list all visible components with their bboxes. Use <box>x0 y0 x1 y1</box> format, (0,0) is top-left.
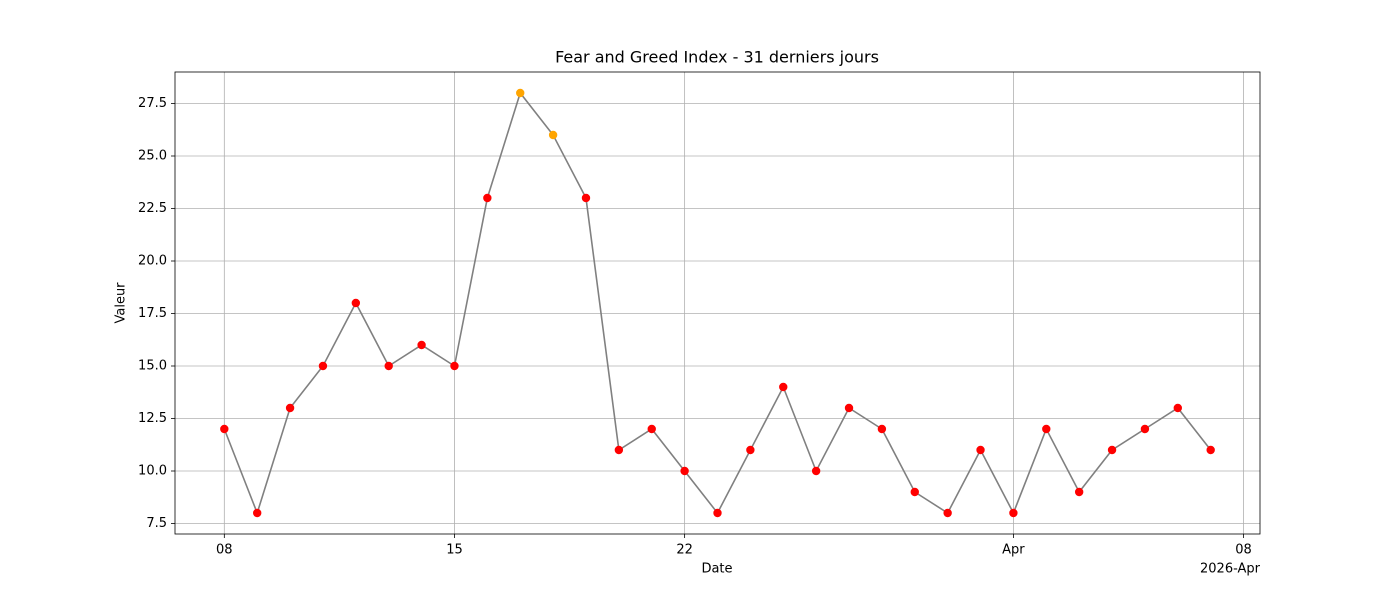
point <box>384 361 393 371</box>
y-tick-label: 20.0 <box>138 254 167 269</box>
point <box>811 466 821 476</box>
y-tick-label: 25.0 <box>138 149 167 164</box>
x-offset-label: 2026-Apr <box>1200 562 1261 577</box>
point <box>318 361 328 371</box>
y-tick-label: 7.5 <box>146 516 167 531</box>
x-tick-label: 08 <box>1235 543 1252 558</box>
point <box>680 466 689 476</box>
y-axis-label: Valeur <box>114 282 129 324</box>
point <box>1206 445 1215 455</box>
point <box>746 445 755 455</box>
point <box>1173 403 1183 413</box>
point <box>976 445 985 455</box>
point <box>943 508 952 518</box>
point <box>450 361 459 371</box>
point <box>1140 424 1150 434</box>
x-tick-label: Apr <box>1002 543 1025 558</box>
point <box>910 487 919 497</box>
point <box>614 445 624 455</box>
point <box>877 424 887 434</box>
y-tick-label: 12.5 <box>138 411 167 426</box>
x-tick-label: 08 <box>216 543 233 558</box>
chart-title: Fear and Greed Index - 31 derniers jours <box>555 48 879 67</box>
y-tick-label: 15.0 <box>138 359 167 374</box>
point <box>713 508 722 518</box>
point <box>1009 508 1018 518</box>
point <box>351 298 361 308</box>
point <box>1074 487 1084 497</box>
point <box>1042 424 1051 434</box>
y-tick-label: 22.5 <box>138 201 167 216</box>
x-tick-label: 22 <box>676 543 693 558</box>
point <box>285 403 295 413</box>
point <box>516 88 525 98</box>
plot-frame <box>174 71 1261 535</box>
y-tick-label: 27.5 <box>138 96 167 111</box>
point <box>779 382 788 392</box>
point <box>647 424 656 434</box>
point <box>844 403 854 413</box>
point <box>483 193 492 203</box>
point <box>417 340 426 350</box>
point <box>1107 445 1117 455</box>
y-tick-label: 10.0 <box>138 464 167 479</box>
point <box>252 508 262 518</box>
point <box>220 424 229 434</box>
point <box>548 130 558 140</box>
point <box>581 193 591 203</box>
y-tick-label: 17.5 <box>138 306 167 321</box>
x-tick-label: 15 <box>446 543 463 558</box>
x-axis-label: Date <box>701 562 732 577</box>
